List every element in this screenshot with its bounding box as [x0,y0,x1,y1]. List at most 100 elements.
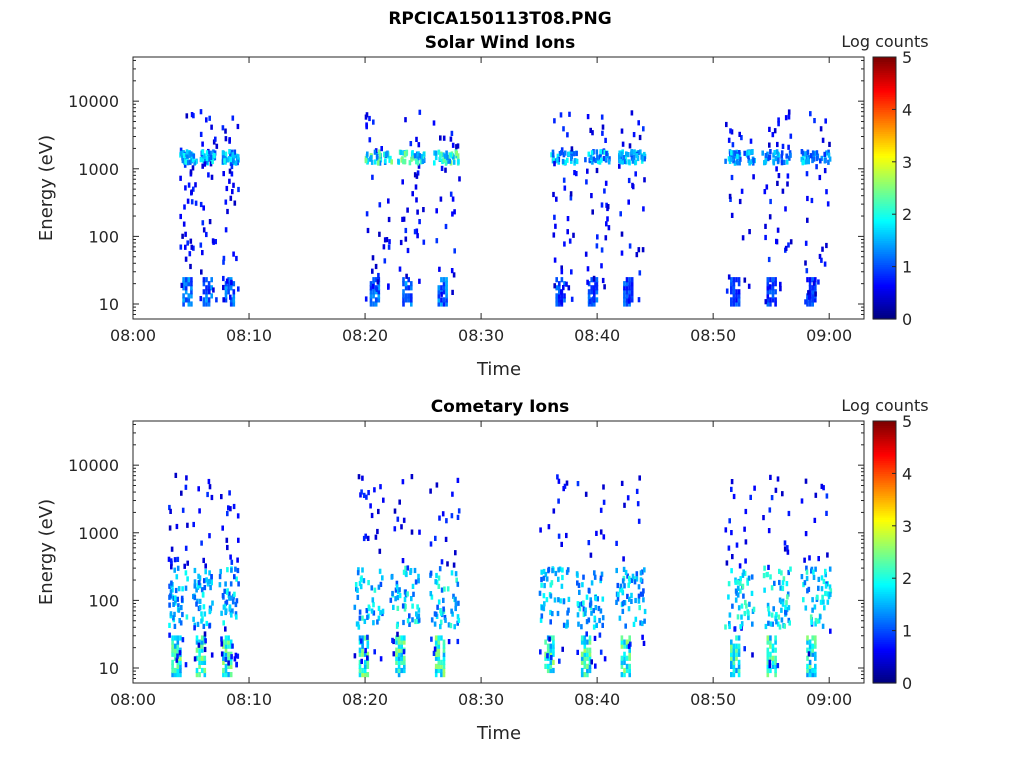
spectrogram-cell [367,604,371,610]
spectrogram-cell [590,301,593,307]
spectrogram-cell [546,653,549,659]
spectrogram-cell [360,489,363,495]
spectrogram-cell [168,583,171,589]
spectrogram-cell [765,184,769,190]
spectrogram-cell [186,198,190,204]
colorbar-segment [873,641,896,645]
spectrogram-cell [768,659,772,665]
spectrogram-cell [220,651,224,657]
spectrogram-cell [590,610,593,616]
spectrogram-cell [580,635,584,641]
spectrogram-cell [625,297,629,303]
spectrogram-cell [576,580,579,586]
plot-frame [132,420,865,684]
spectrogram-cell [627,643,631,649]
spectrogram-cell [580,672,584,678]
spectrogram-cell [391,637,394,643]
spectrogram-cell [747,610,750,616]
spectrogram-cell [191,165,195,171]
spectrogram-cell [413,229,417,235]
spectrogram-cell [366,535,370,541]
spectrogram-cell [814,663,817,669]
spectrogram-cell [422,239,426,245]
spectrogram-cell [774,156,778,162]
colorbar-segment [873,512,896,516]
spectrogram-cell [601,124,605,130]
x-axis-label: Time [476,359,521,380]
spectrogram-cell [624,155,628,161]
spectrogram-cell [444,167,447,173]
spectrogram-cell [631,158,635,164]
spectrogram-cell [552,667,555,674]
spectrogram-cell [445,301,448,307]
spectrogram-cell [633,149,636,155]
spectrogram-cell [600,263,603,269]
spectrogram-cell [190,281,193,287]
spectrogram-cell [563,483,567,489]
colorbar-segment [873,571,896,575]
spectrogram-cell [203,585,207,591]
spectrogram-cell [635,153,639,159]
spectrogram-cell [203,578,206,584]
spectrogram-cell [636,501,640,507]
spectrogram-cell [595,530,598,536]
spectrogram-cell [182,297,185,303]
spectrogram-cell [372,277,375,283]
spectrogram-cell [361,667,364,674]
spectrogram-cell [224,626,227,632]
spectrogram-cell [734,579,737,585]
colorbar-segment [873,251,896,255]
spectrogram-cell [365,211,369,217]
spectrogram-cell [364,533,367,539]
spectrogram-cell [805,569,809,575]
colorbar-segment [873,477,896,481]
spectrogram-cell [365,608,369,614]
spectrogram-cell [549,609,552,616]
spectrogram-cell [171,639,174,645]
spectrogram-cell [171,647,174,653]
spectrogram-cell [808,277,812,283]
spectrogram-cell [752,174,755,180]
colorbar-segment [873,543,896,547]
spectrogram-cell [454,605,457,612]
spectrogram-cell [603,284,606,290]
spectrogram-cell [193,567,197,574]
spectrogram-cell [230,279,233,285]
spectrogram-cell [766,293,770,299]
spectrogram-cell [817,585,820,591]
y-tick-label: 10000 [68,92,119,111]
spectrogram-cell [585,179,588,185]
spectrogram-cell [210,494,214,501]
spectrogram-cell [384,158,387,164]
spectrogram-cell [551,611,554,617]
spectrogram-cell [805,565,808,571]
spectrogram-cell [173,651,177,657]
spectrogram-cell [416,170,420,176]
spectrogram-cell [584,491,588,497]
spectrogram-cell [626,573,629,579]
spectrogram-cell [785,600,788,606]
spectrogram-cell [363,618,367,624]
spectrogram-cell [179,655,182,661]
spectrogram-cell [605,150,608,157]
colorbar-segment [873,159,896,163]
colorbar-segment [873,238,896,241]
spectrogram-cell [553,158,557,164]
spectrogram-cell [565,281,568,287]
spectrogram-cell [224,199,228,205]
spectrogram-cell [764,234,767,241]
spectrogram-cell [374,297,378,303]
spectrogram-cell [766,277,770,283]
spectrogram-cell [787,510,791,517]
spectrogram-cell [730,663,733,669]
spectrogram-cell [435,572,438,579]
spectrogram-cell [730,281,733,287]
spectrogram-cell [563,297,566,303]
colorbar-segment [873,67,896,71]
spectrogram-cell [361,643,364,649]
spectrogram-cell [643,618,646,624]
spectrogram-cell [782,576,786,582]
spectrogram-cell [173,611,176,617]
spectrogram-cell [437,643,441,649]
spectrogram-cell [642,588,645,594]
